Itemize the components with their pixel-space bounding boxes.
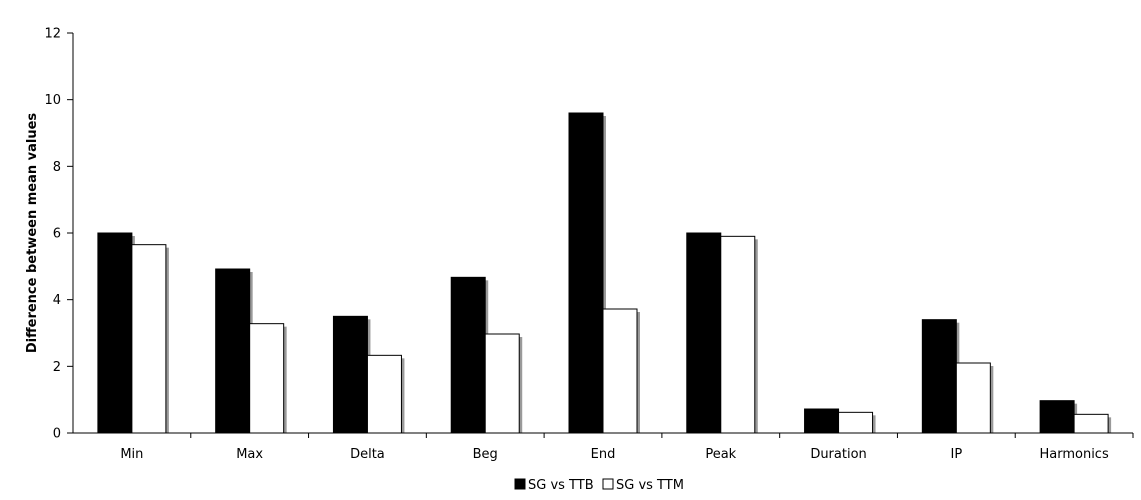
legend-label: SG vs TTM — [616, 478, 684, 493]
bar-series1 — [97, 232, 133, 434]
x-ticks: Min Max Delta Beg End Peak Duration IP Harmonics — [120, 433, 1134, 462]
bar-series2 — [838, 411, 874, 434]
bar-series1 — [686, 232, 722, 434]
y-tick-label: 10 — [44, 93, 61, 108]
bar-series2 — [720, 235, 756, 434]
x-tick-label: IP — [950, 447, 962, 462]
bar-series1 — [215, 268, 251, 434]
bar-series2 — [955, 362, 991, 434]
y-tick-label: 12 — [44, 27, 61, 42]
y-tick-label: 6 — [53, 227, 61, 242]
legend: SG vs TTB SG vs TTM — [514, 478, 684, 493]
x-tick-label: Max — [236, 447, 263, 462]
bar-series2 — [366, 354, 402, 434]
y-tick-label: 4 — [53, 293, 61, 308]
bar-series2 — [249, 323, 285, 434]
bar-series1 — [1039, 400, 1075, 434]
x-tick-label: Peak — [705, 447, 736, 462]
x-tick-label: Beg — [473, 447, 498, 462]
legend-label: SG vs TTB — [528, 478, 594, 493]
x-tick-label: Min — [120, 447, 143, 462]
x-tick-label: Harmonics — [1039, 447, 1108, 462]
bar-series2 — [1073, 413, 1109, 434]
bar-series1 — [450, 276, 486, 434]
bar-series1 — [804, 408, 840, 434]
bar-series1 — [568, 112, 604, 434]
bar-series1 — [332, 315, 368, 434]
y-tick-label: 2 — [53, 360, 61, 375]
bar-series2 — [131, 244, 167, 434]
bar-series1 — [921, 319, 957, 434]
bars-layer — [97, 112, 1112, 434]
x-tick-label: Duration — [810, 447, 866, 462]
legend-swatch-series1 — [514, 478, 526, 490]
y-tick-label: 0 — [53, 427, 61, 442]
bar-series2 — [602, 308, 638, 434]
y-ticks: 0 2 4 6 8 10 12 — [44, 27, 73, 442]
y-axis-title: Difference between mean values — [25, 113, 40, 354]
x-tick-label: Delta — [350, 447, 385, 462]
legend-swatch-series2 — [602, 478, 614, 490]
x-tick-label: End — [591, 447, 616, 462]
bar-series2 — [484, 333, 520, 434]
y-tick-label: 8 — [53, 160, 61, 175]
